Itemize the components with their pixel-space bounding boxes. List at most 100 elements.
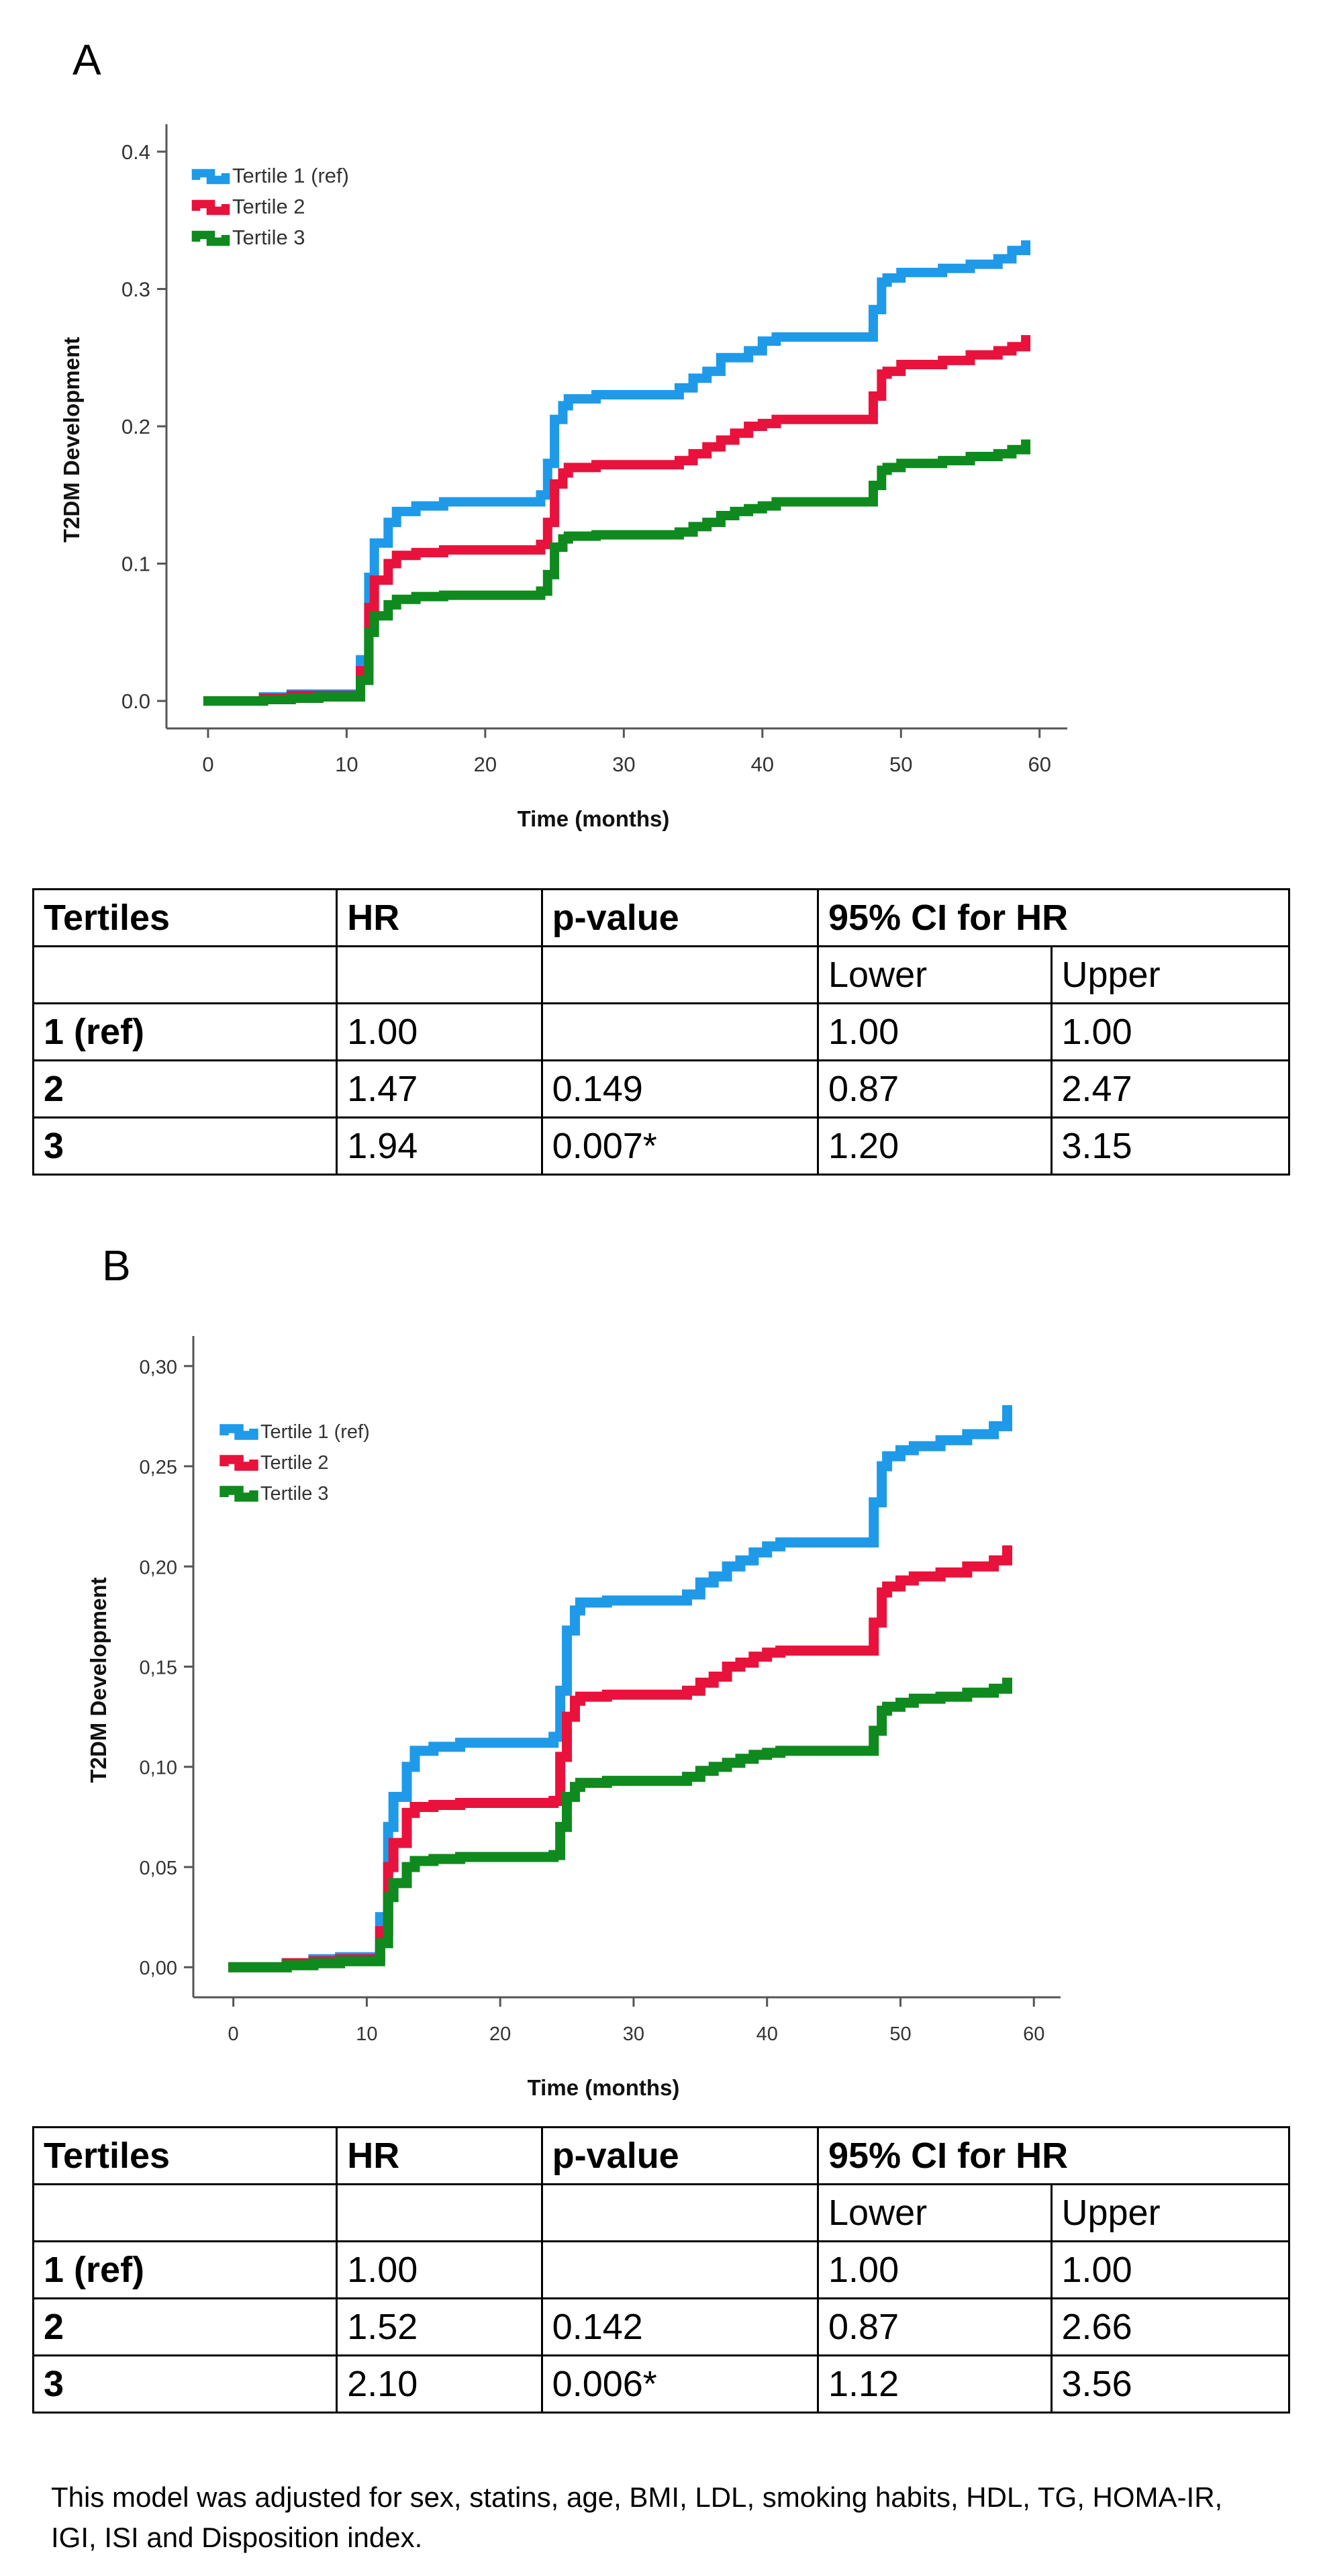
- km-chart-b: 0,00 0,05 0,10 0,15 0,20 0,25 0,30 0 10 20 30 40 50 6…: [86, 1336, 1061, 2100]
- legend-swatch-tertile-3: [219, 1486, 258, 1502]
- header-p-value: p-value: [540, 2126, 820, 2185]
- x-tick-label: 50: [889, 753, 912, 776]
- subheader-upper: Upper: [1050, 2183, 1290, 2242]
- legend-label-tertile-3: Tertile 3: [232, 226, 305, 249]
- table-cell: [540, 2183, 820, 2242]
- legend-label-tertile-1: Tertile 1 (ref): [232, 164, 349, 187]
- table-row: 2 1.52 0.142 0.87 2.66: [32, 2297, 1290, 2356]
- y-tick-label: 0,15: [140, 1658, 177, 1679]
- y-tick-label: 0.3: [121, 277, 150, 301]
- table-cell: [336, 945, 543, 1004]
- header-hr: HR: [336, 888, 543, 947]
- table-cell: 3: [32, 2354, 338, 2414]
- table-cell: 2: [32, 1059, 338, 1118]
- legend-swatch-tertile-3: [191, 230, 230, 246]
- table-cell: 1.00: [817, 2240, 1053, 2299]
- x-tick-label: 20: [489, 2023, 511, 2045]
- table-cell: [540, 945, 820, 1004]
- subheader-upper: Upper: [1050, 945, 1290, 1004]
- table-cell: 1.20: [817, 1116, 1053, 1176]
- panel-label-b: B: [102, 1241, 131, 1290]
- legend-swatch-tertile-2: [219, 1455, 258, 1471]
- table-cell: 0.142: [540, 2297, 820, 2356]
- table-cell: 1.00: [1050, 2240, 1290, 2299]
- table-header-row: Tertiles HR p-value 95% CI for HR: [32, 888, 1290, 947]
- series-line-tertile-3: [228, 1677, 1012, 1972]
- table-cell: 1.00: [336, 2240, 543, 2299]
- table-row: 1 (ref) 1.00 1.00 1.00: [32, 1002, 1290, 1061]
- table-cell: 1.94: [336, 1116, 543, 1176]
- table-cell: [540, 1002, 820, 1061]
- table-cell: 1.00: [336, 1002, 543, 1061]
- series-line-tertile-1: [228, 1404, 1012, 1972]
- table-cell: [32, 2183, 338, 2242]
- table-cell: 1.00: [1050, 1002, 1290, 1061]
- legend-swatch-tertile-1: [219, 1424, 258, 1440]
- y-tick-label: 0,10: [140, 1758, 177, 1779]
- x-tick-label: 20: [474, 753, 497, 776]
- y-tick-label: 0,00: [140, 1958, 177, 1979]
- x-axis-title: Time (months): [518, 806, 670, 831]
- panel-label-a: A: [72, 36, 101, 84]
- table-cell: 1.12: [817, 2354, 1053, 2414]
- x-tick-label: 0: [202, 753, 213, 776]
- header-p-value: p-value: [540, 888, 820, 947]
- x-tick-label: 60: [1028, 753, 1051, 776]
- hr-table-a: Tertiles HR p-value 95% CI for HR Lower …: [32, 888, 1290, 1176]
- table-cell: 1 (ref): [32, 1002, 338, 1061]
- table-cell: 3.56: [1050, 2354, 1290, 2414]
- table-header-row: Tertiles HR p-value 95% CI for HR: [32, 2126, 1290, 2185]
- series-line-tertile-3: [203, 439, 1031, 706]
- y-tick-label: 0,20: [140, 1557, 177, 1578]
- table-cell: 1.00: [817, 1002, 1053, 1061]
- table-row: 1 (ref) 1.00 1.00 1.00: [32, 2240, 1290, 2299]
- table-cell: [540, 2240, 820, 2299]
- table-subheader-row: Lower Upper: [32, 2183, 1290, 2242]
- table-cell: 0.87: [817, 2297, 1053, 2356]
- x-tick-label: 40: [751, 753, 774, 776]
- x-tick-label: 0: [228, 2023, 239, 2045]
- y-tick-label: 0,25: [140, 1457, 177, 1478]
- table-subheader-row: Lower Upper: [32, 945, 1290, 1004]
- series-line-tertile-1: [203, 240, 1031, 706]
- legend-label-tertile-2: Tertile 2: [232, 195, 305, 218]
- header-ci: 95% CI for HR: [817, 2126, 1290, 2185]
- table-cell: 3: [32, 1116, 338, 1176]
- km-chart-a: 0.0 0.1 0.2 0.3 0.4 0 10 20 30 40 50 60 Time (months…: [59, 124, 1067, 831]
- hr-table-b: Tertiles HR p-value 95% CI for HR Lower …: [32, 2126, 1290, 2414]
- y-tick-label: 0.0: [121, 689, 150, 713]
- y-tick-label: 0.1: [121, 553, 150, 576]
- x-tick-label: 60: [1023, 2023, 1044, 2045]
- table-cell: 2: [32, 2297, 338, 2356]
- x-tick-label: 10: [335, 753, 358, 776]
- subheader-lower: Lower: [817, 2183, 1053, 2242]
- table-cell: 0.006*: [540, 2354, 820, 2414]
- legend-swatch-tertile-1: [191, 169, 230, 185]
- table-cell: 2.10: [336, 2354, 543, 2414]
- legend-label-tertile-2: Tertile 2: [260, 1452, 329, 1474]
- table-cell: 1.47: [336, 1059, 543, 1118]
- subheader-lower: Lower: [817, 945, 1053, 1004]
- header-ci: 95% CI for HR: [817, 888, 1290, 947]
- series-line-tertile-2: [228, 1545, 1012, 1972]
- series-line-tertile-2: [203, 335, 1031, 706]
- table-row: 2 1.47 0.149 0.87 2.47: [32, 1059, 1290, 1118]
- table-cell: 2.47: [1050, 1059, 1290, 1118]
- table-cell: 1.52: [336, 2297, 543, 2356]
- x-tick-label: 50: [889, 2023, 911, 2045]
- x-tick-label: 10: [356, 2023, 377, 2045]
- table-cell: 0.149: [540, 1059, 820, 1118]
- header-tertiles: Tertiles: [32, 2126, 338, 2185]
- header-tertiles: Tertiles: [32, 888, 338, 947]
- model-adjustment-note: This model was adjusted for sex, statins…: [51, 2481, 1223, 2553]
- table-cell: [336, 2183, 543, 2242]
- x-tick-label: 40: [756, 2023, 778, 2045]
- y-tick-label: 0.4: [121, 140, 150, 164]
- y-axis-title: T2DM Development: [86, 1577, 111, 1782]
- x-axis-title: Time (months): [528, 2075, 680, 2100]
- legend-label-tertile-3: Tertile 3: [260, 1483, 329, 1505]
- y-tick-label: 0,30: [140, 1357, 177, 1378]
- table-cell: [32, 945, 338, 1004]
- header-hr: HR: [336, 2126, 543, 2185]
- x-tick-label: 30: [612, 753, 635, 776]
